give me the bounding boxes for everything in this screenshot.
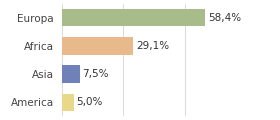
Text: 29,1%: 29,1% [136,41,169,51]
Text: 58,4%: 58,4% [208,13,241,23]
Bar [62,94,74,111]
Text: 7,5%: 7,5% [83,69,109,79]
Bar [62,65,80,83]
Text: 5,0%: 5,0% [76,97,103,107]
Bar [62,37,133,55]
Bar [62,9,206,26]
